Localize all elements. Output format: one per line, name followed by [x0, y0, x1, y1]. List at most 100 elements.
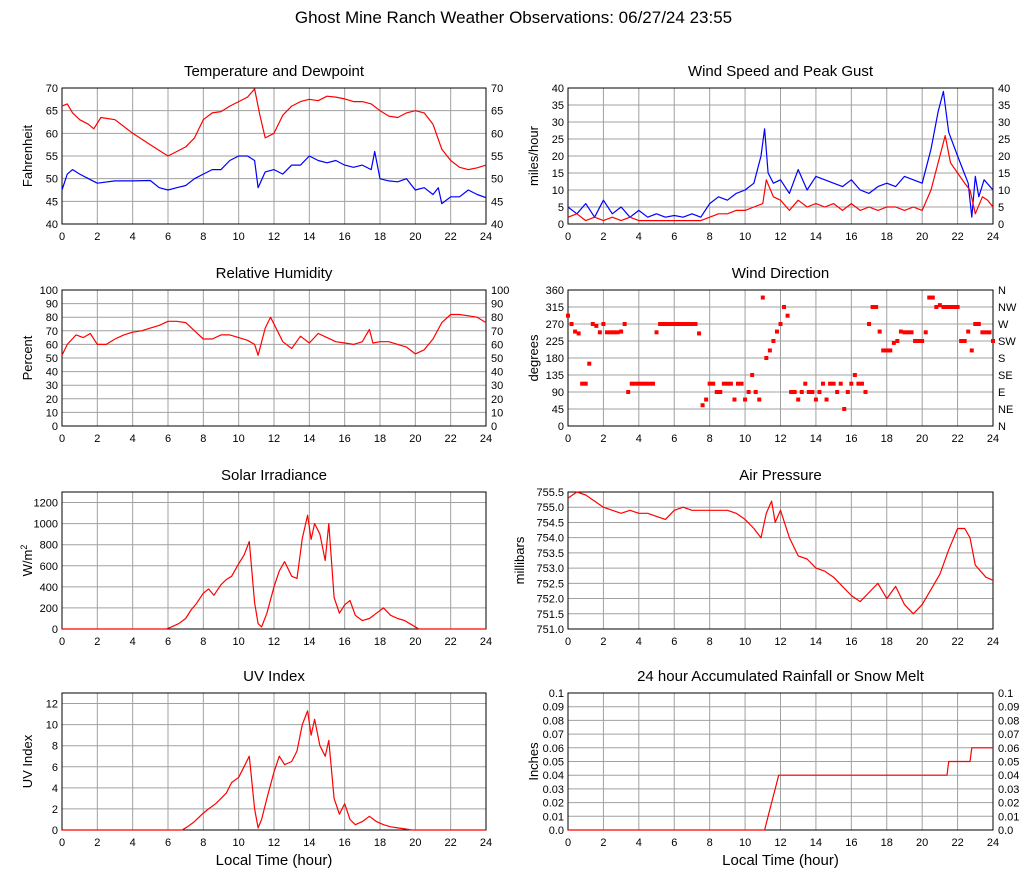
- wdir-point: [704, 397, 709, 402]
- wdir-point: [746, 390, 751, 394]
- rh-x-tick-label: 10: [233, 433, 245, 445]
- rain-right-tick-label: 0.0: [998, 825, 1013, 837]
- uv-y-axis-label: UV Index: [20, 734, 35, 788]
- wdir-point: [707, 381, 712, 386]
- temp-y-axis-label: Fahrenheit: [20, 125, 35, 188]
- wdir-point: [877, 329, 882, 334]
- rh-right-tick-label: 100: [491, 285, 509, 297]
- wind-y-tick-label: 30: [552, 117, 564, 129]
- rain-x-tick-label: 0: [565, 837, 571, 849]
- rh-x-tick-label: 16: [339, 433, 351, 445]
- wind-right-tick-label: 35: [998, 100, 1010, 112]
- wdir-point: [753, 390, 758, 394]
- rain-y-tick-label: 0.03: [543, 784, 564, 796]
- uv-y-tick-label: 2: [52, 804, 58, 816]
- rh-y-tick-label: 50: [46, 353, 58, 365]
- pressure-x-tick-label: 16: [845, 636, 857, 648]
- rain-right-tick-label: 0.08: [998, 715, 1019, 727]
- wdir-y-tick-label: 225: [546, 336, 564, 348]
- wdir-point: [615, 330, 620, 335]
- temp-x-tick-label: 18: [374, 231, 386, 243]
- pressure-y-tick-label: 751.5: [536, 609, 564, 621]
- wdir-point: [983, 330, 988, 335]
- wdir-point: [626, 390, 631, 394]
- wdir-point: [944, 305, 949, 309]
- wdir-point: [594, 323, 599, 328]
- rain-y-tick-label: 0.1: [549, 688, 564, 700]
- wdir-point: [767, 348, 772, 353]
- uv-x-tick-label: 20: [409, 837, 421, 849]
- wdir-x-tick-label: 12: [774, 433, 786, 445]
- wdir-point: [771, 339, 776, 343]
- temp-y-tick-label: 55: [46, 151, 58, 163]
- wind-y-tick-label: 40: [552, 83, 564, 95]
- solar-x-tick-label: 20: [409, 636, 421, 648]
- wdir-y-tick-label: 315: [546, 302, 564, 314]
- rain-x-tick-label: 6: [671, 837, 677, 849]
- wdir-point: [675, 322, 680, 326]
- solar-series-solar-irradiance-line: [62, 514, 486, 630]
- wind-x-tick-label: 20: [916, 231, 928, 243]
- wdir-point: [640, 381, 645, 386]
- rh-x-tick-label: 22: [445, 433, 457, 445]
- wdir-point: [934, 305, 939, 309]
- solar-y-tick-label: 1000: [34, 519, 58, 531]
- wind-right-tick-label: 20: [998, 151, 1010, 163]
- pressure-x-tick-label: 4: [636, 636, 642, 648]
- uv-y-tick-label: 12: [46, 699, 58, 711]
- rain-x-tick-label: 2: [600, 837, 606, 849]
- temp-x-tick-label: 2: [94, 231, 100, 243]
- uv-y-tick-label: 8: [52, 741, 58, 753]
- temp-y-tick-label: 50: [46, 174, 58, 186]
- rh-right-tick-label: 50: [491, 353, 503, 365]
- temp-right-tick-label: 60: [491, 128, 503, 140]
- wdir-point: [566, 313, 570, 318]
- wdir-point: [859, 381, 864, 386]
- pressure-y-tick-label: 754.0: [536, 533, 564, 545]
- rain-y-tick-label: 0.09: [543, 702, 564, 714]
- pressure-y-axis-label: millibars: [512, 536, 527, 584]
- rh-y-tick-label: 100: [40, 285, 58, 297]
- wdir-point: [697, 331, 702, 336]
- wdir-right-tick-label: S: [998, 353, 1005, 365]
- wdir-right-tick-label: E: [998, 387, 1005, 399]
- wdir-point: [902, 330, 907, 335]
- rain-x-tick-label: 8: [707, 837, 713, 849]
- temp-x-tick-label: 20: [409, 231, 421, 243]
- rain-x-tick-label: 18: [881, 837, 893, 849]
- wdir-point: [792, 390, 797, 394]
- wdir-point: [661, 322, 666, 326]
- rain-x-tick-label: 14: [810, 837, 822, 849]
- rain-right-tick-label: 0.02: [998, 798, 1019, 810]
- temp-x-tick-label: 14: [303, 231, 315, 243]
- wdir-right-tick-label: N: [998, 285, 1006, 297]
- wdir-point: [590, 322, 595, 326]
- wdir-point: [721, 381, 726, 386]
- pressure-x-tick-label: 8: [707, 636, 713, 648]
- rh-right-tick-label: 20: [491, 394, 503, 406]
- wdir-point: [828, 381, 833, 386]
- wdir-point: [835, 390, 840, 394]
- rain-y-tick-label: 0.01: [543, 811, 564, 823]
- wdir-point: [842, 407, 847, 411]
- wind-y-tick-label: 20: [552, 151, 564, 163]
- rain-x-tick-label: 16: [845, 837, 857, 849]
- rh-y-tick-label: 10: [46, 407, 58, 419]
- wind-y-tick-label: 5: [558, 202, 564, 214]
- uv-x-tick-label: 22: [445, 837, 457, 849]
- rh-right-tick-label: 10: [491, 407, 503, 419]
- wdir-x-tick-label: 10: [739, 433, 751, 445]
- wdir-point: [824, 397, 829, 402]
- rain-chart: 24 hour Accumulated Rainfall or Snow Mel…: [526, 668, 1019, 869]
- wind-right-tick-label: 25: [998, 134, 1010, 146]
- rain-right-tick-label: 0.1: [998, 688, 1013, 700]
- wdir-x-tick-label: 22: [951, 433, 963, 445]
- rh-title: Relative Humidity: [216, 265, 333, 282]
- wdir-point: [569, 322, 574, 326]
- wdir-point: [881, 348, 886, 353]
- wdir-right-tick-label: SW: [998, 336, 1016, 348]
- solar-title: Solar Irradiance: [221, 467, 327, 484]
- wdir-point: [884, 348, 889, 353]
